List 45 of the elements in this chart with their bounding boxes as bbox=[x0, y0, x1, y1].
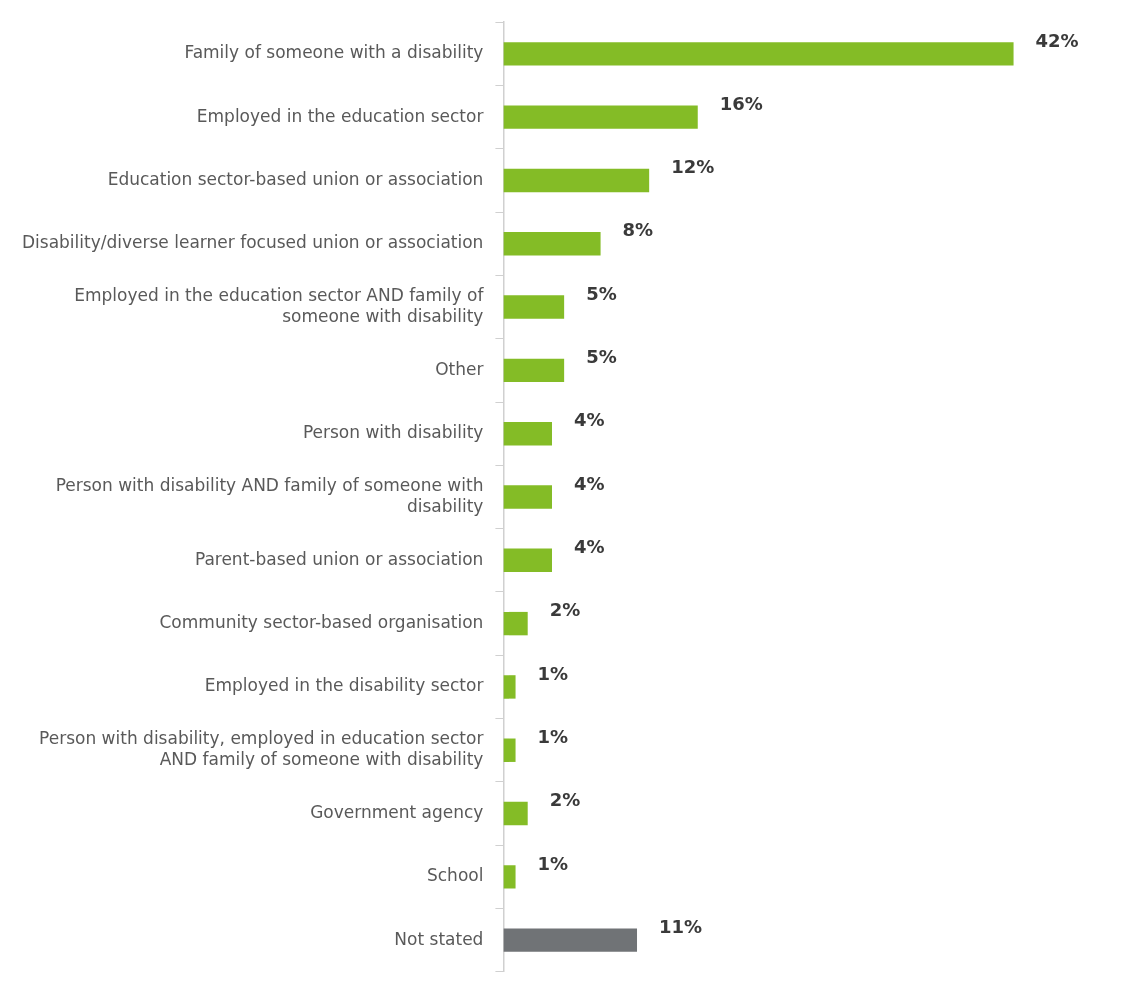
bar bbox=[503, 611, 528, 636]
y-tick-label: Employed in the disability sector bbox=[204, 675, 484, 696]
bar bbox=[503, 928, 638, 952]
data-label: 4% bbox=[573, 472, 605, 494]
bar bbox=[503, 421, 552, 446]
data-label: 4% bbox=[573, 409, 605, 431]
y-tick-label: Family of someone with a disability bbox=[184, 42, 484, 63]
y-tick-label: Person with disability bbox=[302, 422, 484, 443]
y-tick-label: Person with disability, employed in education sector AND family of someone with disability bbox=[39, 728, 484, 769]
data-label: 11% bbox=[659, 915, 703, 937]
bar bbox=[503, 168, 650, 193]
data-label: 2% bbox=[549, 789, 581, 811]
bar bbox=[503, 485, 552, 509]
y-tick-label: Other bbox=[435, 358, 484, 379]
bar bbox=[503, 105, 698, 129]
bar bbox=[503, 865, 516, 889]
y-tick-label: School bbox=[426, 865, 484, 886]
bar bbox=[503, 675, 516, 699]
y-tick-label: Employed in the education sector AND family of someone with disability bbox=[74, 285, 485, 326]
y-tick-label: Government agency bbox=[310, 801, 484, 822]
data-label: 5% bbox=[586, 346, 617, 368]
data-label: 16% bbox=[719, 92, 763, 114]
bar bbox=[503, 738, 516, 762]
data-label: 1% bbox=[537, 662, 569, 684]
data-label: 4% bbox=[573, 535, 605, 557]
y-tick-label: Education sector-based union or association bbox=[107, 168, 484, 189]
y-tick-label: Person with disability AND family of someone with disability bbox=[55, 475, 484, 516]
data-label: 42% bbox=[1035, 29, 1079, 51]
y-tick-label: Disability/diverse learner focused union or association bbox=[21, 232, 484, 253]
bar bbox=[503, 801, 528, 826]
bar bbox=[503, 358, 565, 383]
bar bbox=[503, 42, 1014, 66]
y-tick-label: Community sector-based organisation bbox=[159, 612, 484, 633]
bar bbox=[503, 232, 601, 256]
y-tick-label: Parent-based union or association bbox=[194, 548, 484, 569]
data-label: 1% bbox=[537, 725, 569, 747]
bar bbox=[503, 548, 552, 573]
data-label: 2% bbox=[549, 599, 581, 621]
data-label: 12% bbox=[671, 156, 715, 178]
bar bbox=[503, 295, 565, 319]
data-label: 1% bbox=[537, 852, 569, 874]
y-tick-label: Not stated bbox=[394, 928, 484, 949]
y-tick-label: Employed in the education sector bbox=[196, 105, 484, 126]
data-label: 5% bbox=[586, 282, 617, 304]
data-label: 8% bbox=[622, 219, 654, 241]
